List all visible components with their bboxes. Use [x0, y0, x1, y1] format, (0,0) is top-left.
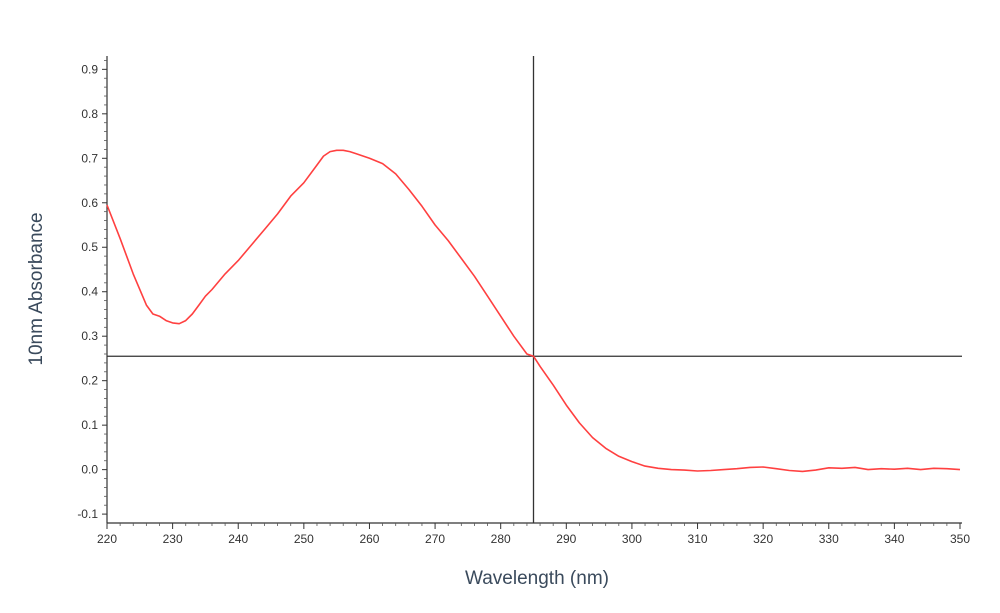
x-tick-group: 220 230 240 250 260 270 280 290 300 310 320 330 340 3… [97, 523, 970, 546]
series-group [106, 149, 961, 473]
x-tick-label: 280 [491, 532, 511, 546]
x-tick-label: 300 [622, 532, 642, 546]
y-tick-label: 0.8 [81, 107, 98, 121]
x-tick-label: 230 [163, 532, 183, 546]
y-tick-label: 0.6 [81, 196, 98, 210]
x-tick-label: 270 [425, 532, 445, 546]
x-tick-label: 350 [950, 532, 970, 546]
x-tick-label: 340 [884, 532, 904, 546]
x-tick-label: 310 [688, 532, 708, 546]
y-tick-label: 0.2 [81, 374, 98, 388]
x-tick-label: 290 [556, 532, 576, 546]
y-tick-label: 0.3 [81, 329, 98, 343]
y-tick-label: 0.5 [81, 240, 98, 254]
y-tick-label: 0.7 [81, 151, 98, 165]
y-tick-label: -0.1 [77, 507, 98, 521]
y-tick-label: 0.9 [81, 62, 98, 76]
x-axis-title: Wavelength (nm) [465, 568, 609, 589]
crosshair-group [107, 56, 962, 523]
x-tick-label: 320 [753, 532, 773, 546]
y-tick-label: 0.1 [81, 418, 98, 432]
y-tick-group: -0.1 0.0 0.1 0.2 0.3 0.4 0.5 0.6 0.7 0.8 0.9 [77, 60, 107, 521]
x-tick-label: 260 [359, 532, 379, 546]
plot-area: -0.1 0.0 0.1 0.2 0.3 0.4 0.5 0.6 0.7 0.8 0.9 220 23… [77, 56, 970, 546]
x-tick-label: 220 [97, 532, 117, 546]
y-tick-label: 0.0 [81, 463, 98, 477]
x-tick-label: 240 [228, 532, 248, 546]
x-tick-label: 250 [294, 532, 314, 546]
y-tick-label: 0.4 [81, 285, 98, 299]
x-tick-label: 330 [819, 532, 839, 546]
y-axis-title: 10nm Absorbance [26, 212, 47, 365]
absorbance-series-line [106, 149, 961, 473]
